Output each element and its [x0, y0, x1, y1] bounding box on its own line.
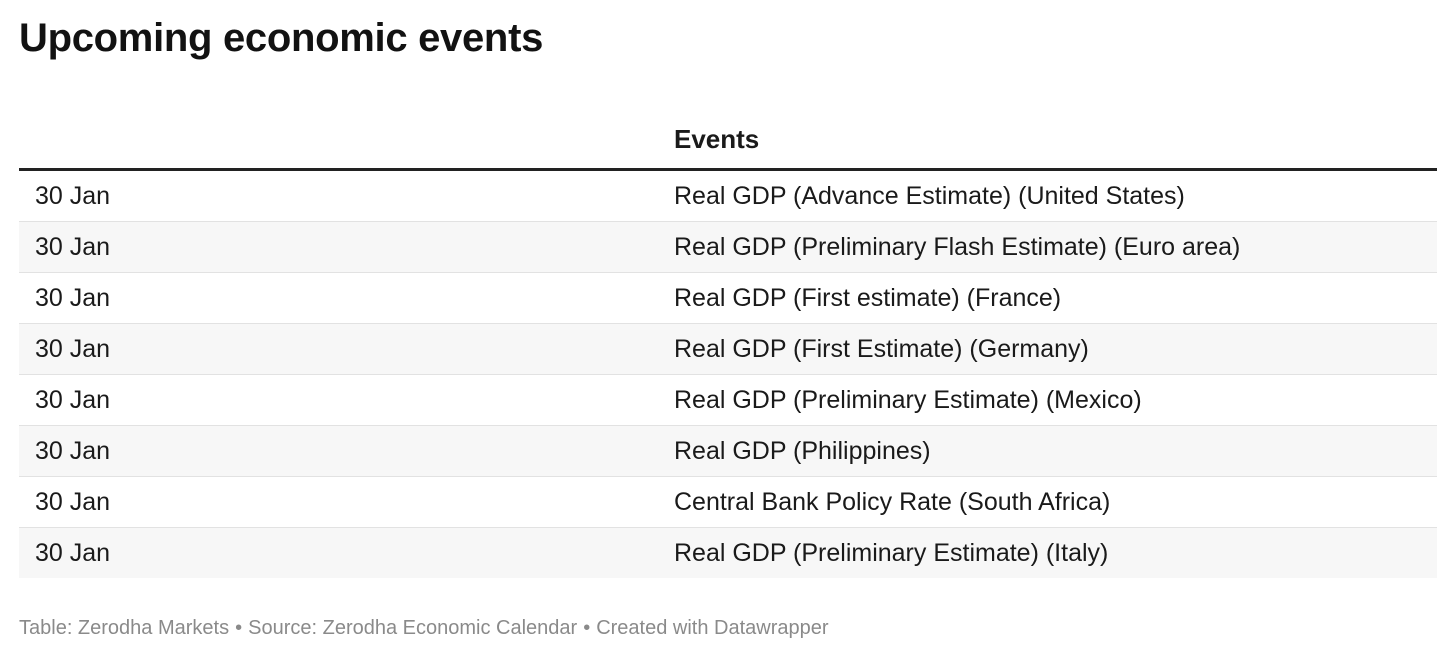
- table-cell-date: 30 Jan: [19, 221, 658, 273]
- table-cell-event: Real GDP (Preliminary Estimate) (Mexico): [658, 374, 1437, 426]
- table-cell-event: Central Bank Policy Rate (South Africa): [658, 476, 1437, 528]
- table-cell-date: 30 Jan: [19, 425, 658, 477]
- table-row: 30 Jan Real GDP (First estimate) (France): [19, 272, 1437, 324]
- table-row: 30 Jan Real GDP (Philippines): [19, 425, 1437, 477]
- table-row: 30 Jan Real GDP (Advance Estimate) (Unite…: [19, 169, 1437, 222]
- table-body: 30 Jan Real GDP (Advance Estimate) (Unite…: [19, 169, 1437, 578]
- chart-footer: Table: Zerodha Markets • Source: Zerodha E…: [19, 617, 829, 640]
- chart-title: Upcoming economic events: [19, 16, 544, 60]
- table-row: 30 Jan Real GDP (First Estimate) (Germany…: [19, 323, 1437, 375]
- table-cell-event: Real GDP (First Estimate) (Germany): [658, 323, 1437, 375]
- table-cell-event: Real GDP (Preliminary Flash Estimate) (E…: [658, 221, 1437, 273]
- table-cell-date: 30 Jan: [19, 476, 658, 528]
- table-header-row: Events: [19, 110, 1437, 171]
- table-cell-event: Real GDP (Philippines): [658, 425, 1437, 477]
- column-header-events: Events: [658, 110, 1437, 171]
- table-cell-event: Real GDP (Preliminary Estimate) (Italy): [658, 527, 1437, 578]
- table-cell-date: 30 Jan: [19, 323, 658, 375]
- footer-source: Source: Zerodha Economic Calendar: [248, 617, 578, 639]
- footer-separator: •: [235, 617, 243, 639]
- table-cell-date: 30 Jan: [19, 527, 658, 578]
- table-cell-date: 30 Jan: [19, 169, 658, 222]
- footer-credit: Table: Zerodha Markets: [19, 617, 230, 639]
- table-row: 30 Jan Real GDP (Preliminary Estimate) (I…: [19, 527, 1437, 578]
- table-cell-date: 30 Jan: [19, 272, 658, 324]
- table-cell-date: 30 Jan: [19, 374, 658, 426]
- footer-separator: •: [583, 617, 591, 639]
- table-row: 30 Jan Real GDP (Preliminary Estimate) (M…: [19, 374, 1437, 426]
- column-header-date: [19, 110, 658, 171]
- table-cell-event: Real GDP (Advance Estimate) (United Stat…: [658, 169, 1437, 222]
- table-row: 30 Jan Central Bank Policy Rate (South Af…: [19, 476, 1437, 528]
- footer-tool: Created with Datawrapper: [596, 617, 829, 639]
- table-cell-event: Real GDP (First estimate) (France): [658, 272, 1437, 324]
- events-table: Events 30 Jan Real GDP (Advance Estimate)…: [19, 110, 1437, 578]
- table-row: 30 Jan Real GDP (Preliminary Flash Estima…: [19, 221, 1437, 273]
